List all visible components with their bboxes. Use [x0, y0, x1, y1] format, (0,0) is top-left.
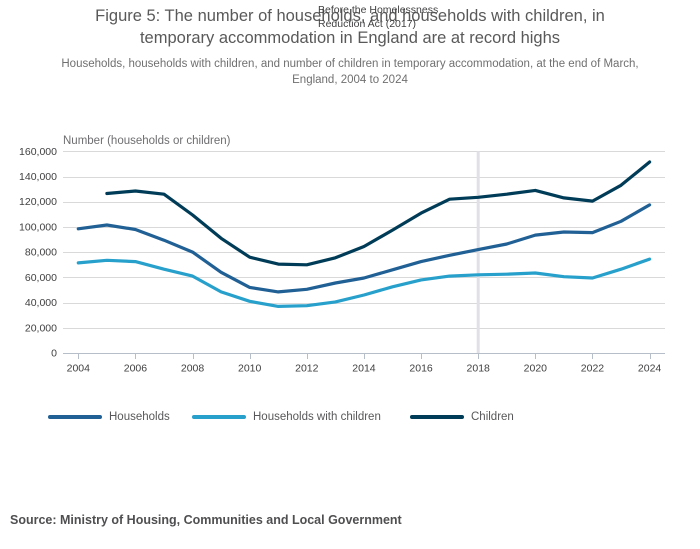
y-tick-label: 0	[51, 348, 57, 360]
households-line-swatch	[48, 415, 102, 419]
x-tick-label: 2010	[238, 363, 262, 375]
x-tick-label: 2016	[409, 363, 433, 375]
y-tick-label: 80,000	[25, 247, 57, 259]
x-tick-label: 2006	[124, 363, 148, 375]
x-tick-label: 2018	[467, 363, 491, 375]
x-tick-label: 2004	[67, 363, 91, 375]
x-tick-label: 2020	[524, 363, 548, 375]
series-line-households	[76, 203, 652, 294]
chart-title: Figure 5: The number of households, and …	[0, 6, 700, 49]
y-tick-label: 60,000	[25, 272, 57, 284]
y-tick-label: 20,000	[25, 322, 57, 334]
series-line-children	[105, 160, 652, 267]
legend-item-children: Children	[410, 409, 514, 425]
chart-title-line2: temporary accommodation in England are a…	[139, 28, 561, 47]
x-tick-label: 2008	[181, 363, 205, 375]
reference-line-annotation: Before the Homelessness Reduction Act (2…	[318, 4, 438, 31]
legend: Households Households with children Chil…	[0, 409, 700, 425]
chart-subtitle-line2: England, 2004 to 2024	[292, 73, 408, 86]
source-note: Source: Ministry of Housing, Communities…	[10, 513, 402, 527]
y-tick-label: 160,000	[19, 146, 57, 158]
annotation-line1: Before the Homelessness	[318, 4, 439, 16]
x-tick-label: 2014	[352, 363, 376, 375]
chart-title-line1: Figure 5: The number of households, and …	[95, 7, 605, 25]
y-axis-title: Number (households or children)	[63, 135, 231, 147]
annotation-line2: Reduction Act (2017)	[318, 17, 417, 30]
series-line-households-with-children	[76, 257, 652, 308]
chart-subtitle-line1: Households, households with children, an…	[61, 58, 639, 70]
legend-label-children: Children	[471, 411, 514, 423]
children-line-swatch	[410, 415, 464, 419]
x-tick-label: 2024	[638, 363, 662, 375]
y-tick-label: 120,000	[19, 196, 57, 208]
chart-subtitle: Households, households with children, an…	[0, 57, 700, 88]
y-tick-label: 100,000	[19, 221, 57, 233]
legend-item-households: Households	[48, 409, 170, 425]
legend-label-households: Households	[109, 411, 170, 423]
legend-item-households-with-children: Households with children	[192, 409, 381, 425]
y-tick-label: 40,000	[25, 297, 57, 309]
households-with-children-line-swatch	[192, 415, 246, 419]
legend-label-households-with-children: Households with children	[253, 411, 381, 423]
x-tick-label: 2022	[581, 363, 605, 375]
x-tick-label: 2012	[295, 363, 319, 375]
y-tick-label: 140,000	[19, 171, 57, 183]
